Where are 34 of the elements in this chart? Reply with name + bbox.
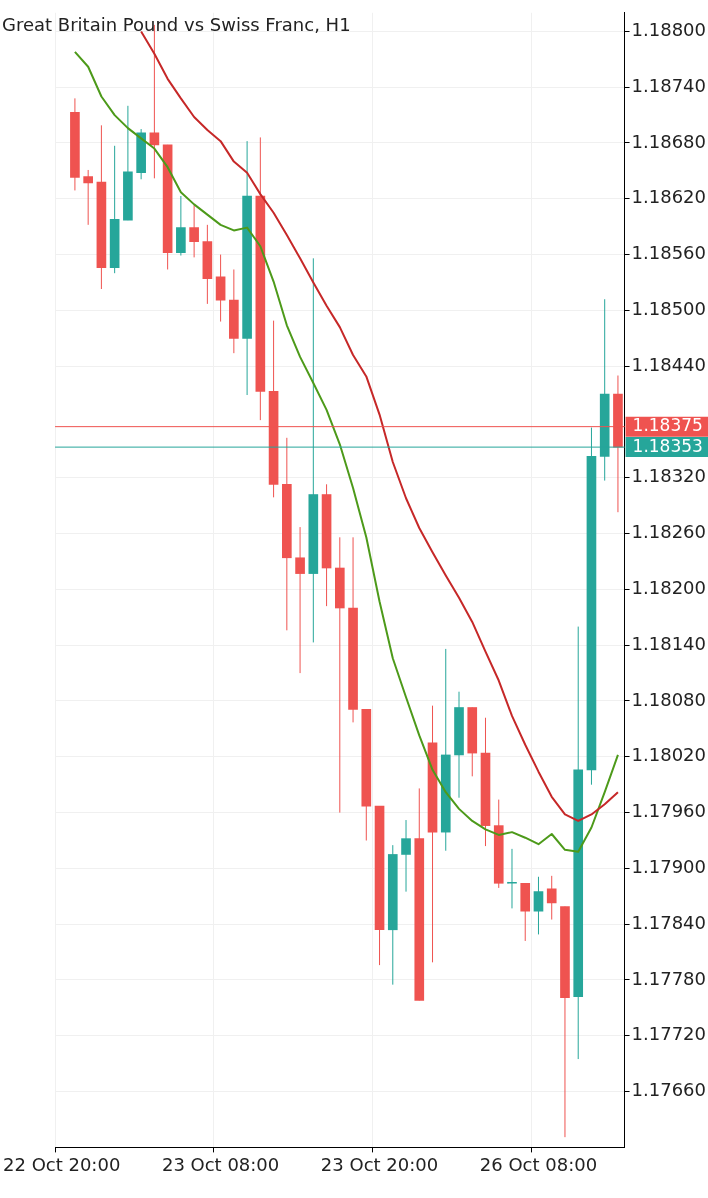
y-tick-label: 1.18500: [631, 298, 706, 320]
x-tick-label: 26 Oct 08:00: [479, 1153, 598, 1175]
x-tick-label: 23 Oct 20:00: [320, 1153, 439, 1175]
candlestick: [507, 848, 517, 909]
candlestick: [83, 169, 93, 226]
y-tick-label: 1.18320: [631, 465, 706, 487]
y-tick-label: 1.17960: [631, 800, 706, 822]
y-tick-label: 1.18680: [631, 130, 706, 152]
ref-line-label: 1.18353: [632, 435, 703, 456]
y-tick-label: 1.17840: [631, 911, 706, 933]
candlestick: [533, 876, 544, 935]
y-tick-label: 1.18260: [631, 521, 706, 543]
y-tick-label: 1.18200: [631, 577, 706, 599]
y-tick-label: 1.17900: [631, 856, 706, 878]
candlestick: [295, 526, 305, 674]
y-tick-label: 1.18140: [631, 632, 706, 654]
y-tick-label: 1.17780: [631, 967, 706, 989]
candlestick: [215, 254, 226, 323]
y-tick-label: 1.18440: [631, 353, 706, 375]
y-tick-label: 1.18740: [631, 74, 706, 96]
y-tick-label: 1.17660: [631, 1079, 706, 1101]
candlestick: [189, 204, 199, 258]
chart-title: Great Britain Pound vs Swiss Franc, H1: [2, 14, 351, 35]
y-tick-label: 1.18020: [631, 744, 706, 766]
y-tick-label: 1.18080: [631, 688, 706, 710]
y-tick-label: 1.18800: [631, 19, 706, 41]
x-tick-label: 23 Oct 08:00: [161, 1153, 280, 1175]
candlestick: [546, 875, 557, 921]
ref-line-label: 1.18375: [632, 415, 703, 436]
candlestick: [401, 819, 411, 893]
y-tick-label: 1.18560: [631, 242, 706, 264]
y-tick-label: 1.18620: [631, 186, 706, 208]
y-tick-label: 1.17720: [631, 1023, 706, 1045]
x-tick-label: 22 Oct 20:00: [3, 1153, 121, 1175]
